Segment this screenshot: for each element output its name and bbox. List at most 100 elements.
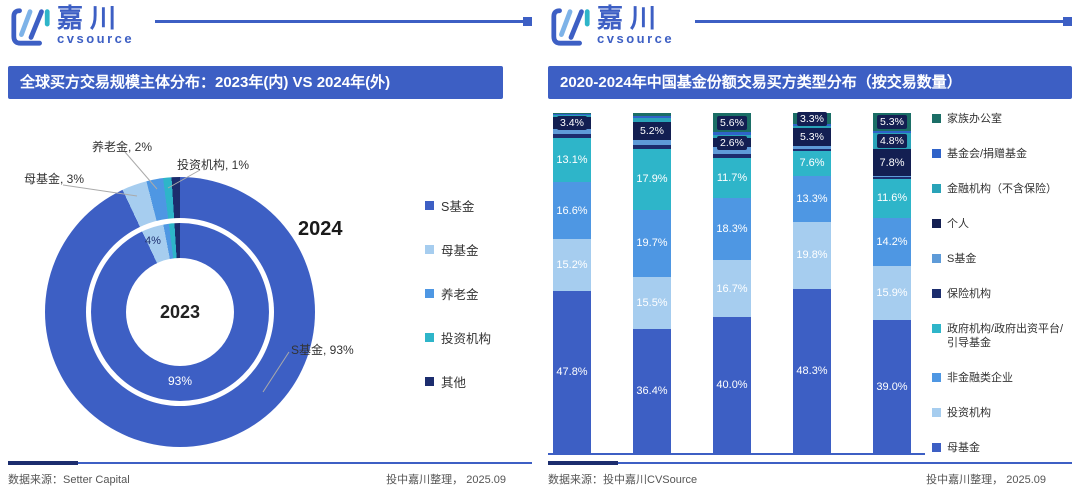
stacked-bar: 40.0% 16.7% 18.3% 11.7% 2.6% 5.6%: [713, 113, 751, 453]
segment-value-label: 5.3%: [797, 129, 827, 144]
footer-rule: [548, 461, 1072, 465]
bar-segment: 11.6%: [873, 178, 911, 219]
outer-year-label: 2024: [298, 218, 343, 240]
legend-item: 基金会/捐赠基金: [932, 147, 1074, 161]
legend-label: 母基金: [947, 441, 980, 454]
segment-value-label: 47.8%: [556, 365, 588, 378]
legend-item: 母基金: [425, 240, 491, 259]
legend-item: 政府机构/政府出资平台/引导基金: [932, 322, 1074, 351]
bar-segment: 19.8%: [793, 221, 831, 289]
bar-segment: 15.9%: [873, 266, 911, 321]
stacked-bar: 48.3% 19.8% 13.3% 7.6% 5.3% 3.3%: [793, 111, 831, 453]
segment-value-label: 7.6%: [799, 157, 825, 170]
legend-item: 投资机构: [425, 328, 491, 347]
bar-segment: 48.3%: [793, 288, 831, 453]
legend-item: 养老金: [425, 284, 491, 303]
legend-swatch: [932, 183, 941, 193]
bar-segment: 17.9%: [633, 148, 671, 210]
logo-brand-name: 嘉川: [597, 3, 664, 33]
legend-label: 投资机构: [441, 332, 492, 346]
legend-label: S基金: [947, 252, 977, 265]
segment-value-label: 3.3%: [797, 111, 827, 126]
donut-chart: 2023 4% 93%: [45, 177, 315, 447]
bar-segment: 3.4%: [553, 116, 591, 131]
bar-segment: 19.7%: [633, 209, 671, 277]
callout-invest: 投资机构, 1%: [177, 158, 250, 172]
bar-segment: 15.2%: [553, 238, 591, 291]
bar-segment: 14.2%: [873, 218, 911, 267]
left-footer-source: 数据来源：Setter Capital: [8, 474, 130, 486]
bar-segment: [553, 129, 591, 134]
stacked-bar: 47.8% 15.2% 16.6% 13.1% 3.4%: [553, 113, 591, 453]
segment-value-label: 15.2%: [556, 258, 588, 271]
legend-item: 家族办公室: [932, 112, 1074, 126]
bar-segment: [633, 145, 671, 149]
bar-segment: 15.5%: [633, 276, 671, 330]
legend-swatch: [932, 407, 941, 417]
bar-segment: 5.2%: [633, 122, 671, 141]
segment-value-label: 19.8%: [796, 249, 828, 262]
legend-label: 非金融类企业: [947, 371, 1013, 384]
legend-item: 保险机构: [932, 287, 1074, 301]
legend-swatch: [932, 148, 941, 158]
segment-value-label: 5.6%: [717, 115, 747, 130]
bar-segment: 4.8%: [873, 133, 911, 150]
legend-swatch: [932, 288, 941, 298]
legend-label: 其他: [441, 376, 467, 390]
bar-segment: [553, 113, 591, 115]
legend-label: 保险机构: [947, 287, 991, 300]
legend-item: 个人: [932, 217, 1074, 231]
bar-segment: 16.6%: [553, 182, 591, 239]
segment-value-label: 4.8%: [877, 134, 907, 149]
left-footer-credit: 投中嘉川整理， 2025.09: [386, 474, 506, 486]
callout-pension: 养老金, 2%: [92, 140, 153, 154]
legend-swatch: [425, 201, 434, 210]
bar-segment: [633, 112, 671, 117]
bar-segment: [873, 177, 911, 179]
left-footer: 数据来源：Setter Capital 投中嘉川整理， 2025.09: [8, 461, 532, 487]
legend-swatch: [425, 377, 434, 386]
legend-item: 母基金: [932, 441, 1074, 455]
bar-segment: [553, 133, 591, 138]
legend-label: 母基金: [441, 244, 479, 258]
bar-segment: 36.4%: [633, 329, 671, 453]
bar-segment: 7.6%: [793, 150, 831, 177]
legend-swatch: [932, 323, 941, 333]
right-legend: 家族办公室 基金会/捐赠基金 金融机构（不含保险） 个人 S基金 保险机构 政府机构/政府出…: [932, 112, 1074, 455]
segment-value-label: 7.8%: [879, 156, 905, 169]
bar-segment: 3.3%: [793, 111, 831, 126]
segment-value-label: 11.7%: [716, 172, 748, 185]
logo-brand-sub: cvsource: [597, 31, 675, 47]
bar-segment: 5.3%: [793, 127, 831, 146]
legend-swatch: [932, 372, 941, 382]
panel-left-donut-chart: 嘉川 cvsource 全球买方交易规模主体分布：2023年(内) VS 202…: [8, 3, 532, 487]
bar-segment: 40.0%: [713, 317, 751, 453]
segment-value-label: 16.7%: [716, 282, 748, 295]
bar-segment: [793, 145, 831, 149]
logo-icon: [550, 5, 592, 47]
left-chart-title: 全球买方交易规模主体分布：2023年(内) VS 2024年(外): [8, 66, 503, 99]
bar-segment: [713, 147, 751, 154]
stacked-bar-plot: 47.8% 15.2% 16.6% 13.1% 3.4% 36.4% 15.5% 19.7% 1…: [548, 111, 925, 455]
left-legend: S基金母基金养老金投资机构其他: [425, 196, 491, 416]
cvsource-logo: 嘉川 cvsource: [10, 3, 134, 47]
legend-label: S基金: [441, 200, 475, 214]
callout-sfund: S基金, 93%: [291, 343, 354, 357]
legend-swatch: [932, 218, 941, 228]
segment-value-label: 19.7%: [636, 237, 668, 250]
stacked-bar: 36.4% 15.5% 19.7% 17.9% 5.2%: [633, 112, 671, 453]
bar-segment: [873, 131, 911, 134]
bar-segment: 47.8%: [553, 290, 591, 453]
segment-value-label: 13.1%: [556, 154, 588, 167]
segment-value-label: 5.2%: [637, 124, 667, 139]
segment-value-label: 15.5%: [636, 296, 668, 309]
bar-segment: 11.7%: [713, 158, 751, 199]
bar-segment: 13.1%: [553, 137, 591, 183]
bar-segment: 5.6%: [713, 113, 751, 133]
logo-brand-name: 嘉川: [57, 3, 124, 33]
logo-text: 嘉川 cvsource: [57, 3, 134, 46]
segment-value-label: 15.9%: [876, 287, 908, 300]
stacked-bar: 39.0% 15.9% 14.2% 11.6% 7.8% 4.8% 5.3%: [873, 113, 911, 453]
segment-value-label: 14.2%: [876, 236, 908, 249]
legend-swatch: [425, 333, 434, 342]
